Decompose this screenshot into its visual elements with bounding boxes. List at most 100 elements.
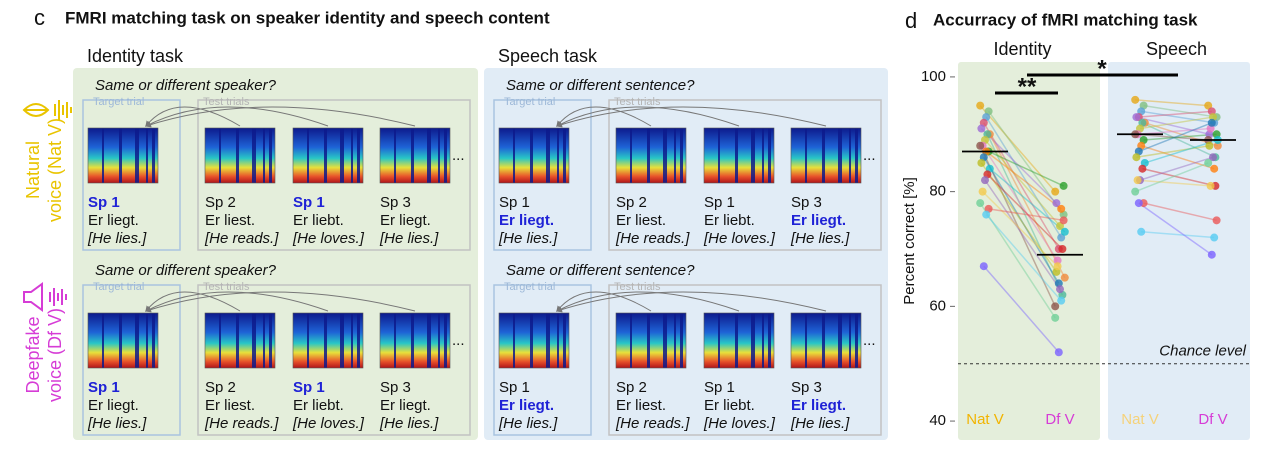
subject-line (1138, 122, 1213, 153)
spectrogram-gap (647, 128, 650, 183)
subject-dot (982, 210, 991, 219)
subject-dot (1131, 95, 1140, 104)
subject-dot (976, 101, 985, 110)
panel-title: FMRI matching task on speaker identity a… (65, 8, 550, 27)
y-tick-label: 80 (929, 183, 946, 200)
row-label-line: Natural (23, 141, 43, 199)
spectrogram-gap (849, 313, 851, 368)
subject-line (1136, 145, 1210, 158)
spectrogram-gap (855, 128, 858, 183)
subject-dot (1059, 216, 1068, 225)
spectrogram-gap (513, 128, 515, 183)
spectrogram (615, 127, 687, 184)
subject-dot (1133, 176, 1142, 185)
target-box (493, 99, 592, 251)
spectrogram-gap (530, 128, 533, 183)
spectrogram-gap (152, 313, 155, 368)
speaker-icon (23, 282, 67, 312)
translation: [He reads.] (615, 230, 690, 247)
subject-line (1142, 167, 1216, 187)
speaker-label: Sp 2 (616, 379, 647, 396)
speaker-label: Sp 1 (293, 379, 325, 396)
test-label: Test trials (614, 96, 661, 108)
spectrogram-gap (680, 313, 683, 368)
spectrogram-gap (444, 313, 447, 368)
subject-line (986, 173, 1063, 250)
spectrogram-gap (444, 128, 447, 183)
subject-line (1143, 104, 1217, 118)
subject-line (1143, 202, 1217, 222)
translation: [He lies.] (790, 415, 850, 432)
spectrogram-axis (87, 127, 159, 184)
sentence: Er liebt. (704, 212, 755, 229)
subject-dot (976, 141, 985, 150)
subject-dot (1057, 204, 1066, 213)
test-label: Test trials (614, 281, 661, 293)
spectrogram-axis (292, 127, 364, 184)
spectrogram-gap (546, 313, 550, 368)
subject-line (979, 105, 1056, 193)
group-label: Speech (1146, 39, 1207, 59)
spectrogram-axis (615, 312, 687, 369)
spectrogram-gap (663, 128, 667, 183)
sentence: Er liest. (616, 397, 666, 414)
spectrogram-gap (718, 128, 720, 183)
spectrogram (498, 312, 570, 369)
spectrogram-gap (427, 128, 431, 183)
spectrogram-gap (252, 128, 256, 183)
arrow (555, 291, 827, 313)
spectrogram-gap (563, 128, 566, 183)
spectrogram-gap (357, 313, 360, 368)
spectrogram-gap (630, 128, 632, 183)
sentence: Er liest. (205, 397, 255, 414)
arrow (145, 106, 241, 127)
arrow (144, 106, 329, 127)
spectrogram-axis (790, 127, 862, 184)
sentence: Er liegt. (380, 212, 431, 229)
row-label-line: Deepfake (23, 316, 43, 393)
target-label: Target trial (504, 281, 555, 293)
speaker-label: Sp 1 (499, 379, 530, 396)
speaker-label: Sp 1 (88, 379, 120, 396)
subject-dot (1204, 101, 1213, 110)
subject-line (985, 150, 1062, 210)
speaker-label: Sp 1 (704, 194, 735, 211)
spectrogram (204, 127, 276, 184)
translation: [He lies.] (87, 415, 147, 432)
spectrogram (292, 127, 364, 184)
spectrogram-gap (751, 128, 755, 183)
subject-dot (1210, 164, 1219, 173)
question: Same or different speaker? (95, 262, 277, 279)
target-label: Target trial (504, 96, 555, 108)
subject-dot (1057, 296, 1066, 305)
speaker-label: Sp 2 (616, 194, 647, 211)
subject-line (989, 133, 1066, 279)
subject-dot (1053, 256, 1062, 265)
sentence: Er liegt. (88, 212, 139, 229)
subject-line (1139, 116, 1214, 130)
subject-line (1140, 145, 1215, 170)
spectrogram-gap (718, 313, 720, 368)
sentence: Er liebt. (293, 212, 344, 229)
speaker-label: Sp 3 (791, 194, 822, 211)
spectrogram-gap (557, 128, 559, 183)
sentence: Er liest. (205, 212, 255, 229)
spectrogram-gap (119, 313, 122, 368)
subject-dot (1052, 199, 1061, 208)
spectrogram-gap (263, 128, 265, 183)
subject-line (1137, 179, 1211, 187)
spectrogram (498, 127, 570, 184)
translation: [He reads.] (615, 415, 690, 432)
spectrogram-axis (379, 127, 451, 184)
target-label: Target trial (93, 96, 144, 108)
spectrogram-gap (135, 128, 139, 183)
spectrogram-axis (87, 312, 159, 369)
subject-line (981, 145, 1059, 261)
test-label: Test trials (203, 96, 250, 108)
group-background (1108, 62, 1250, 440)
condition-label: Df V (1198, 411, 1227, 428)
spectrogram-axis (615, 127, 687, 184)
spectrogram (379, 127, 451, 184)
spectrogram-gap (146, 313, 148, 368)
